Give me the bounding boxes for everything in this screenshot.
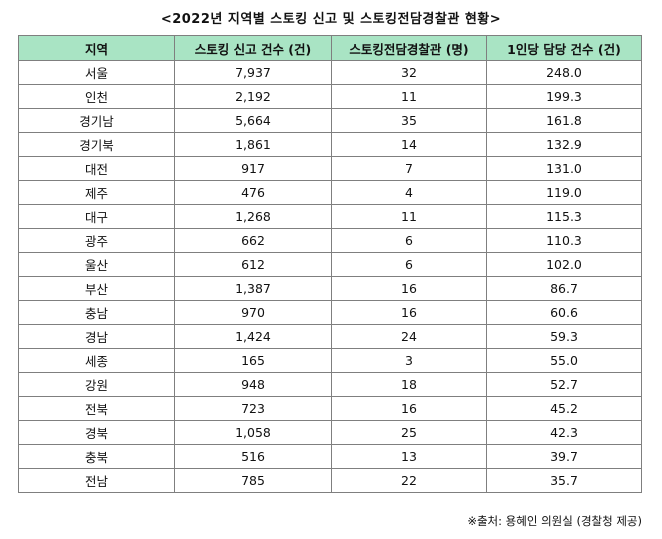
table-title: <2022년 지역별 스토킹 신고 및 스토킹전담경찰관 현황> xyxy=(160,12,502,27)
region-cell: 제주 xyxy=(18,180,175,205)
region-cell: 인천 xyxy=(18,84,175,109)
column-header-officers: 스토킹전담경찰관 (명) xyxy=(331,35,487,61)
per-officer-cell: 45.2 xyxy=(486,396,642,421)
reports-cell: 165 xyxy=(174,348,332,373)
table-body: 서울 7,937 32 248.0 인천 2,192 11 199.3 경기남 5,664 35 16… xyxy=(18,60,642,493)
table-row: 대전 917 7 131.0 xyxy=(18,156,642,181)
reports-cell: 5,664 xyxy=(174,108,332,133)
per-officer-cell: 86.7 xyxy=(486,276,642,301)
per-officer-cell: 115.3 xyxy=(486,204,642,229)
region-cell: 강원 xyxy=(18,372,175,397)
reports-cell: 2,192 xyxy=(174,84,332,109)
per-officer-cell: 60.6 xyxy=(486,300,642,325)
per-officer-cell: 110.3 xyxy=(486,228,642,253)
officers-cell: 25 xyxy=(331,420,487,445)
region-cell: 대구 xyxy=(18,204,175,229)
region-cell: 울산 xyxy=(18,252,175,277)
region-cell: 충남 xyxy=(18,300,175,325)
region-cell: 충북 xyxy=(18,444,175,469)
region-cell: 세종 xyxy=(18,348,175,373)
region-cell: 대전 xyxy=(18,156,175,181)
table-row: 경남 1,424 24 59.3 xyxy=(18,324,642,349)
table-row: 세종 165 3 55.0 xyxy=(18,348,642,373)
reports-cell: 970 xyxy=(174,300,332,325)
column-header-region: 지역 xyxy=(18,35,175,61)
table-row: 울산 612 6 102.0 xyxy=(18,252,642,277)
reports-cell: 516 xyxy=(174,444,332,469)
per-officer-cell: 35.7 xyxy=(486,468,642,493)
reports-cell: 1,424 xyxy=(174,324,332,349)
reports-cell: 476 xyxy=(174,180,332,205)
officers-cell: 14 xyxy=(331,132,487,157)
officers-cell: 6 xyxy=(331,252,487,277)
table-row: 충남 970 16 60.6 xyxy=(18,300,642,325)
officers-cell: 35 xyxy=(331,108,487,133)
officers-cell: 16 xyxy=(331,300,487,325)
per-officer-cell: 132.9 xyxy=(486,132,642,157)
reports-cell: 917 xyxy=(174,156,332,181)
per-officer-cell: 248.0 xyxy=(486,60,642,85)
officers-cell: 11 xyxy=(331,204,487,229)
table-row: 전남 785 22 35.7 xyxy=(18,468,642,493)
table-row: 충북 516 13 39.7 xyxy=(18,444,642,469)
table-row: 대구 1,268 11 115.3 xyxy=(18,204,642,229)
region-cell: 경기남 xyxy=(18,108,175,133)
region-cell: 경기북 xyxy=(18,132,175,157)
officers-cell: 11 xyxy=(331,84,487,109)
stalking-stats-table: 지역 스토킹 신고 건수 (건) 스토킹전담경찰관 (명) 1인당 담당 건수 … xyxy=(18,35,642,493)
table-row: 강원 948 18 52.7 xyxy=(18,372,642,397)
per-officer-cell: 131.0 xyxy=(486,156,642,181)
region-cell: 전북 xyxy=(18,396,175,421)
per-officer-cell: 39.7 xyxy=(486,444,642,469)
per-officer-cell: 199.3 xyxy=(486,84,642,109)
officers-cell: 6 xyxy=(331,228,487,253)
officers-cell: 16 xyxy=(331,276,487,301)
table-row: 서울 7,937 32 248.0 xyxy=(18,60,642,85)
officers-cell: 7 xyxy=(331,156,487,181)
reports-cell: 1,268 xyxy=(174,204,332,229)
region-cell: 부산 xyxy=(18,276,175,301)
per-officer-cell: 42.3 xyxy=(486,420,642,445)
per-officer-cell: 161.8 xyxy=(486,108,642,133)
source-note: ※출처: 용혜인 의원실 (경찰청 제공) xyxy=(467,514,642,528)
table-row: 경기남 5,664 35 161.8 xyxy=(18,108,642,133)
officers-cell: 13 xyxy=(331,444,487,469)
reports-cell: 612 xyxy=(174,252,332,277)
per-officer-cell: 59.3 xyxy=(486,324,642,349)
table-row: 제주 476 4 119.0 xyxy=(18,180,642,205)
header-row: 지역 스토킹 신고 건수 (건) 스토킹전담경찰관 (명) 1인당 담당 건수 … xyxy=(18,35,642,61)
region-cell: 경남 xyxy=(18,324,175,349)
region-cell: 광주 xyxy=(18,228,175,253)
reports-cell: 723 xyxy=(174,396,332,421)
region-cell: 서울 xyxy=(18,60,175,85)
table-row: 경북 1,058 25 42.3 xyxy=(18,420,642,445)
reports-cell: 1,387 xyxy=(174,276,332,301)
reports-cell: 7,937 xyxy=(174,60,332,85)
officers-cell: 32 xyxy=(331,60,487,85)
officers-cell: 16 xyxy=(331,396,487,421)
reports-cell: 1,861 xyxy=(174,132,332,157)
table-row: 부산 1,387 16 86.7 xyxy=(18,276,642,301)
officers-cell: 3 xyxy=(331,348,487,373)
column-header-reports: 스토킹 신고 건수 (건) xyxy=(174,35,332,61)
reports-cell: 662 xyxy=(174,228,332,253)
officers-cell: 4 xyxy=(331,180,487,205)
region-cell: 경북 xyxy=(18,420,175,445)
per-officer-cell: 55.0 xyxy=(486,348,642,373)
column-header-per-officer: 1인당 담당 건수 (건) xyxy=(486,35,642,61)
table-row: 전북 723 16 45.2 xyxy=(18,396,642,421)
officers-cell: 24 xyxy=(331,324,487,349)
table-row: 인천 2,192 11 199.3 xyxy=(18,84,642,109)
reports-cell: 785 xyxy=(174,468,332,493)
per-officer-cell: 102.0 xyxy=(486,252,642,277)
region-cell: 전남 xyxy=(18,468,175,493)
table-row: 경기북 1,861 14 132.9 xyxy=(18,132,642,157)
per-officer-cell: 119.0 xyxy=(486,180,642,205)
per-officer-cell: 52.7 xyxy=(486,372,642,397)
officers-cell: 22 xyxy=(331,468,487,493)
reports-cell: 948 xyxy=(174,372,332,397)
officers-cell: 18 xyxy=(331,372,487,397)
reports-cell: 1,058 xyxy=(174,420,332,445)
table-row: 광주 662 6 110.3 xyxy=(18,228,642,253)
